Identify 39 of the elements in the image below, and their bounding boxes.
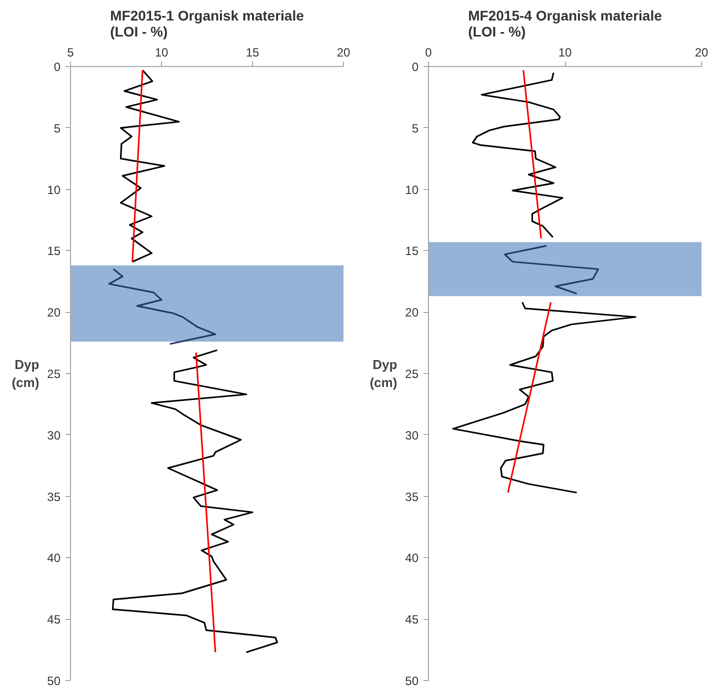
line-series bbox=[472, 72, 564, 238]
y-tick-label: 30 bbox=[47, 428, 61, 442]
chart-title: MF2015-1 Organisk materiale (LOI - %) bbox=[110, 8, 304, 40]
y-tick-label: 45 bbox=[405, 612, 419, 627]
y-tick-label: 0 bbox=[412, 60, 419, 74]
y-tick-label: 50 bbox=[47, 674, 61, 688]
y-tick-label: 40 bbox=[47, 551, 61, 566]
chart-title: MF2015-4 Organisk materiale (LOI - %) bbox=[468, 8, 662, 40]
y-tick-label: 30 bbox=[405, 428, 419, 442]
x-tick-label: 10 bbox=[558, 46, 572, 60]
y-tick-label: 10 bbox=[405, 182, 419, 197]
x-tick-label: 0 bbox=[425, 46, 432, 60]
x-tick-label: 5 bbox=[67, 46, 74, 60]
y-tick-label: 5 bbox=[54, 121, 61, 136]
line-series bbox=[112, 349, 278, 654]
y-tick-label: 35 bbox=[47, 490, 61, 504]
x-tick-label: 20 bbox=[336, 46, 350, 60]
y-tick-label: 15 bbox=[405, 244, 419, 258]
y-tick-label: 35 bbox=[405, 490, 419, 504]
x-tick-label: 15 bbox=[246, 46, 260, 60]
line-series bbox=[108, 268, 216, 345]
line-series bbox=[504, 244, 599, 294]
y-tick-label: 15 bbox=[47, 244, 61, 258]
x-tick-label: 20 bbox=[694, 46, 708, 60]
y-tick-label: 40 bbox=[405, 551, 419, 566]
y-tick-label: 10 bbox=[47, 182, 61, 197]
y-tick-label: 5 bbox=[412, 121, 419, 136]
y-tick-label: 50 bbox=[405, 674, 419, 688]
y-tick-label: 20 bbox=[405, 306, 419, 320]
y-axis-title: Dyp (cm) bbox=[12, 357, 40, 390]
y-tick-label: 0 bbox=[54, 60, 61, 74]
y-tick-label: 20 bbox=[47, 306, 61, 320]
line-series bbox=[120, 69, 180, 263]
y-axis-title: Dyp (cm) bbox=[370, 357, 398, 390]
y-tick-label: 25 bbox=[405, 367, 419, 381]
x-tick-label: 10 bbox=[154, 46, 168, 60]
y-tick-label: 25 bbox=[47, 367, 61, 381]
y-tick-label: 45 bbox=[47, 612, 61, 627]
line-series bbox=[452, 301, 636, 494]
